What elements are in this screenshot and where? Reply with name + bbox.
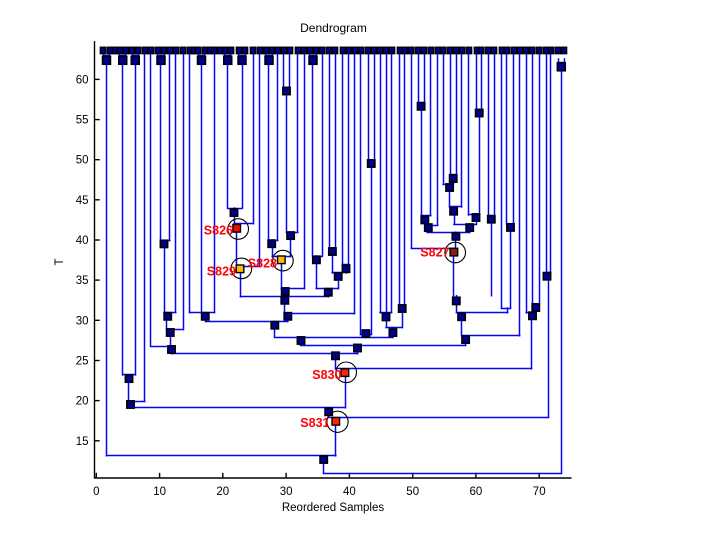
svg-text:35: 35 — [76, 275, 89, 287]
svg-text:S827: S827 — [420, 246, 449, 260]
svg-text:S831: S831 — [300, 416, 329, 430]
svg-text:50: 50 — [76, 155, 89, 167]
svg-text:45: 45 — [76, 195, 89, 207]
svg-text:30: 30 — [76, 315, 89, 327]
svg-text:S828: S828 — [248, 257, 277, 271]
svg-text:S830: S830 — [312, 368, 341, 382]
svg-text:S826: S826 — [204, 224, 233, 238]
svg-text:T: T — [54, 258, 66, 265]
svg-text:20: 20 — [216, 486, 229, 498]
svg-text:30: 30 — [280, 486, 293, 498]
svg-text:55: 55 — [76, 115, 89, 127]
svg-text:Dendrogram: Dendrogram — [300, 21, 367, 35]
svg-text:S829: S829 — [207, 265, 236, 279]
svg-text:15: 15 — [76, 436, 89, 448]
svg-text:40: 40 — [343, 486, 356, 498]
svg-text:40: 40 — [76, 235, 89, 247]
svg-text:20: 20 — [76, 396, 89, 408]
svg-text:60: 60 — [76, 74, 89, 86]
svg-text:25: 25 — [76, 356, 89, 368]
svg-text:70: 70 — [533, 486, 546, 498]
svg-text:0: 0 — [93, 486, 99, 498]
svg-text:Reordered Samples: Reordered Samples — [282, 502, 385, 514]
svg-text:60: 60 — [470, 486, 483, 498]
svg-text:10: 10 — [153, 486, 166, 498]
svg-text:50: 50 — [406, 486, 419, 498]
